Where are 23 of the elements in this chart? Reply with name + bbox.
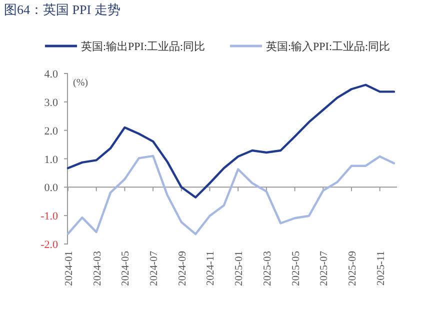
x-tick-label: 2024-09 (177, 251, 188, 286)
y-tick-label: 1.0 (44, 154, 58, 166)
x-tick-label: 2024-05 (120, 251, 132, 286)
x-tick-label: 2024-03 (92, 251, 104, 286)
x-tick-label: 2025-11 (376, 251, 387, 286)
y-tick-label: 3.0 (44, 96, 58, 109)
x-tick-label: 2024-07 (149, 251, 160, 286)
x-tick-label: 2025-01 (234, 251, 246, 286)
y-tick-label: 4.0 (44, 68, 58, 80)
y-axis-title: (%) (73, 78, 88, 88)
y-tick-label: 2.0 (44, 125, 58, 138)
legend-label: 英国:输出PPI:工业品:同比 (81, 40, 206, 53)
x-tick-label: 2025-03 (262, 251, 274, 286)
legend-label: 英国:输入PPI:工业品:同比 (266, 40, 390, 53)
x-tick-label: 2025-07 (319, 251, 330, 286)
x-tick-label: 2025-09 (347, 251, 358, 286)
y-tick-label: 0.0 (44, 182, 58, 194)
x-tick-label: 2024-01 (64, 251, 75, 286)
chart-title: 图64：英国 PPI 走势 (4, 2, 120, 17)
x-tick-label: 2025-05 (290, 251, 302, 286)
x-tick-label: 2024-11 (206, 251, 217, 286)
y-tick-label: -2.0 (40, 239, 58, 251)
y-tick-label: -1.0 (40, 210, 58, 223)
